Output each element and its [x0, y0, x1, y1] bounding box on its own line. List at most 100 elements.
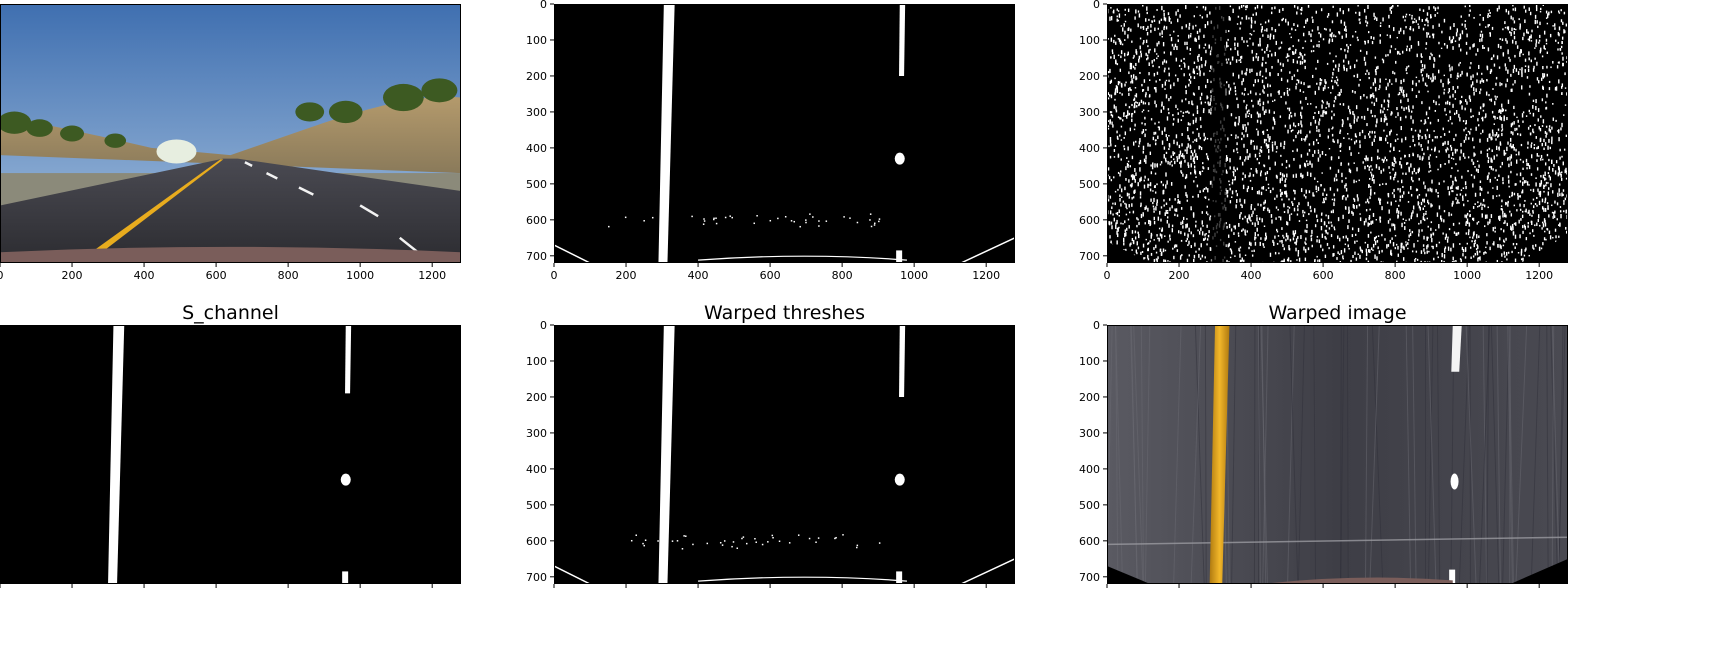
noise-speck — [1259, 41, 1261, 45]
noise-speck — [1120, 170, 1122, 173]
noise-speck — [1168, 111, 1170, 115]
noise-speck — [1312, 192, 1314, 197]
noise-speck — [1272, 34, 1275, 40]
noise-speck — [1117, 116, 1120, 119]
noise-speck — [1339, 103, 1341, 106]
noise-speck — [1417, 202, 1420, 205]
noise-speck — [1448, 154, 1450, 158]
noise-speck — [1549, 146, 1552, 150]
noise-speck — [1204, 43, 1207, 46]
noise-speck — [1464, 107, 1466, 111]
noise-speck — [1408, 218, 1411, 221]
noise-speck — [1257, 233, 1259, 237]
noise-speck — [1542, 65, 1544, 70]
noise-speck — [1145, 238, 1147, 241]
noise-speck — [1475, 126, 1477, 131]
noise-speck — [1444, 249, 1446, 253]
noise-speck — [1278, 9, 1281, 13]
noise-speck — [1145, 39, 1148, 44]
noise-speck — [1170, 160, 1173, 163]
noise-speck — [1495, 145, 1498, 151]
noise-speck — [1526, 181, 1529, 186]
noise-speck — [1515, 222, 1517, 226]
noise-speck — [1447, 140, 1449, 146]
noise-speck — [1539, 128, 1542, 132]
noise-speck — [1189, 145, 1192, 149]
noise-speck — [1226, 61, 1228, 64]
right-lane-mask — [899, 325, 906, 397]
noise-speck — [1271, 7, 1273, 10]
noise-speck — [1284, 179, 1286, 183]
noise-speck — [1291, 76, 1293, 81]
noise-speck — [1148, 72, 1150, 76]
noise-speck — [1517, 133, 1519, 136]
noise-speck — [1477, 245, 1479, 249]
noise-speck — [1359, 18, 1361, 21]
noise-speck — [1333, 252, 1335, 257]
noise-speck — [1156, 9, 1158, 11]
noise-speck — [1234, 86, 1236, 90]
noise-speck — [1369, 130, 1371, 134]
noise-speck — [1181, 153, 1184, 158]
noise-speck — [1168, 98, 1170, 102]
noise-speck — [1274, 51, 1276, 57]
noise-speck — [1372, 82, 1375, 86]
noise-speck — [1358, 179, 1360, 182]
noise-speck — [1543, 218, 1546, 223]
noise-speck — [1531, 154, 1533, 159]
noise-speck — [1139, 196, 1142, 199]
noise-speck — [1359, 95, 1362, 100]
noise-speck — [1177, 9, 1179, 13]
noise-speck — [1540, 183, 1542, 187]
noise-speck — [1125, 103, 1127, 107]
y-tick-label: 500 — [1079, 178, 1100, 191]
noise-speck — [1558, 129, 1560, 132]
noise-speck — [1317, 151, 1320, 154]
noise-speck — [1393, 27, 1395, 32]
noise-speck — [1546, 14, 1549, 19]
noise-speck — [1472, 115, 1474, 118]
noise-speck — [1436, 135, 1438, 139]
noise-speck — [1180, 68, 1183, 70]
tree — [295, 102, 325, 122]
noise-speck — [1402, 257, 1405, 261]
noise-speck — [1524, 199, 1526, 202]
noise-speck — [1257, 203, 1259, 206]
noise-speck — [1349, 65, 1352, 70]
noise-speck — [1359, 49, 1362, 52]
noise-speck — [1244, 159, 1246, 162]
noise-speck — [1293, 207, 1296, 212]
noise-speck — [1444, 236, 1447, 240]
noise-speck — [1173, 255, 1175, 260]
noise-speck — [1469, 131, 1471, 135]
noise-speck — [1450, 247, 1452, 252]
noise-speck — [1234, 225, 1236, 230]
noise-speck — [1379, 78, 1381, 83]
noise-speck — [1455, 179, 1457, 182]
noise-speck — [1553, 215, 1556, 219]
y-tick-label: 0 — [540, 319, 547, 332]
noise-speck — [1304, 163, 1307, 168]
noise-speck — [1371, 141, 1373, 146]
noise-speck — [1339, 7, 1341, 12]
noise-speck — [1228, 90, 1231, 95]
noise-speck — [1534, 47, 1536, 49]
noise-speck — [1345, 235, 1347, 239]
noise-speck — [1316, 180, 1319, 183]
noise-speck — [1536, 204, 1538, 207]
noise-speck — [1334, 35, 1337, 38]
noise-speck — [1254, 236, 1256, 241]
noise-speck — [1536, 77, 1539, 81]
noise-speck — [1124, 186, 1126, 191]
noise-speck — [1314, 224, 1317, 228]
noise-speck — [1515, 159, 1518, 164]
noise-speck — [1465, 223, 1467, 227]
noise-speck — [1286, 90, 1289, 95]
noise-speck — [1120, 139, 1123, 141]
noise-speck — [1394, 171, 1397, 176]
noise-speck — [1370, 94, 1373, 98]
noise-speck — [1281, 163, 1283, 166]
noise-speck — [1448, 191, 1451, 196]
noise-speck — [1415, 76, 1418, 79]
noise-speck — [1286, 221, 1288, 226]
